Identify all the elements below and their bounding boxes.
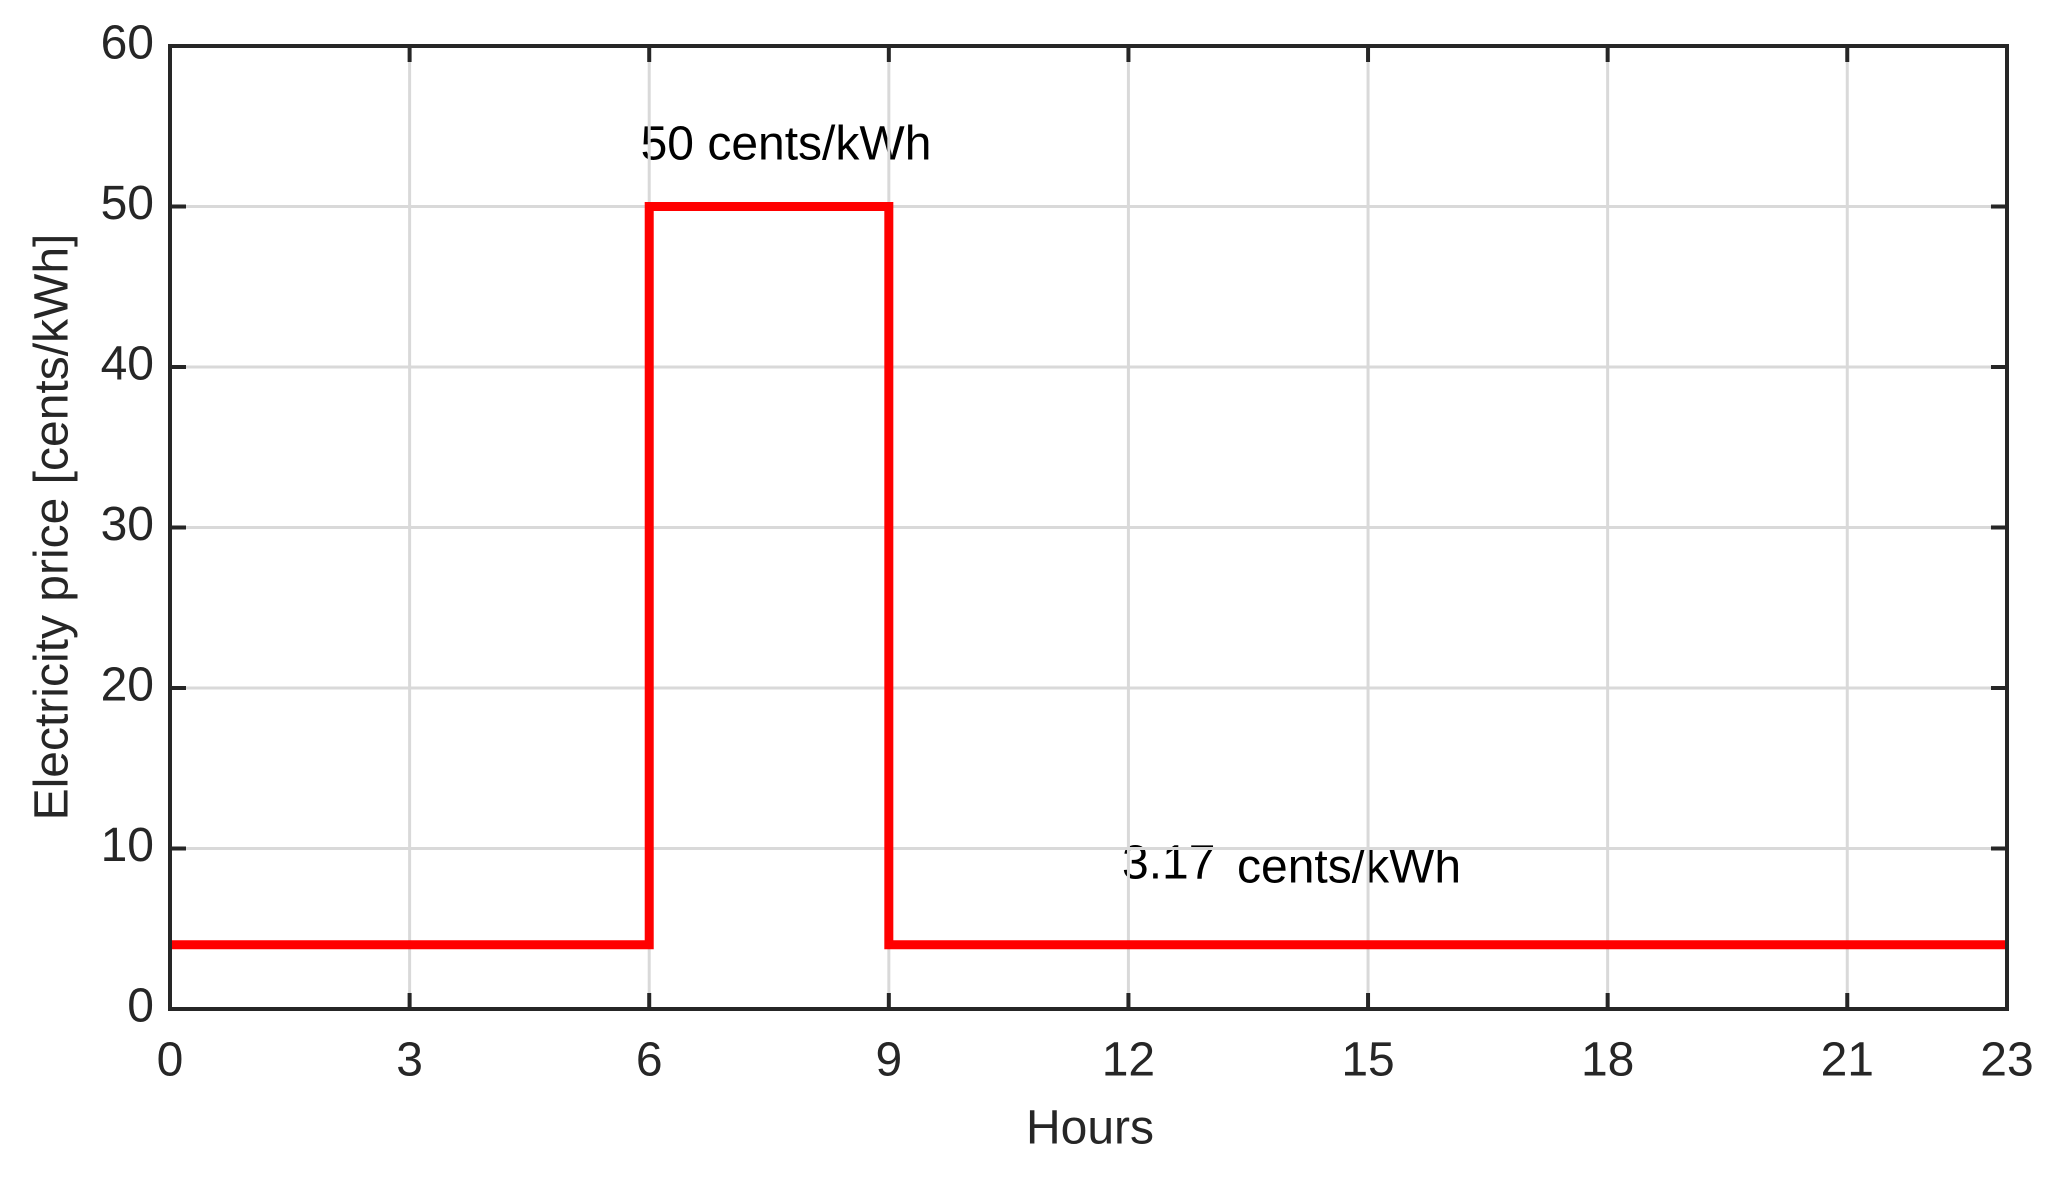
annotation: 50 cents/kWh: [641, 118, 932, 171]
x-tick-label: 12: [1102, 1034, 1155, 1087]
x-tick-label: 23: [1980, 1034, 2033, 1087]
x-tick-label: 15: [1341, 1034, 1394, 1087]
x-tick-label: 18: [1581, 1034, 1634, 1087]
data-line: [170, 202, 2007, 950]
x-tick-label: 6: [636, 1034, 663, 1087]
x-axis-label: Hours: [1026, 1102, 1154, 1155]
x-tick-label: 0: [157, 1034, 184, 1087]
annotation: 3.17: [1122, 837, 1215, 890]
y-tick-label: 0: [127, 980, 154, 1033]
y-tick-label: 20: [101, 659, 154, 712]
x-tick-label: 21: [1821, 1034, 1874, 1087]
y-tick-label: 30: [101, 498, 154, 551]
y-tick-label: 40: [101, 338, 154, 391]
y-tick-label: 60: [101, 17, 154, 70]
x-tick-label: 9: [875, 1034, 902, 1087]
x-tick-label: 3: [396, 1034, 423, 1087]
y-axis-label: Electricity price [cents/kWh]: [26, 234, 79, 821]
plot-frame: [168, 44, 2009, 1011]
y-tick-label: 50: [101, 177, 154, 230]
y-tick-label: 10: [101, 819, 154, 872]
